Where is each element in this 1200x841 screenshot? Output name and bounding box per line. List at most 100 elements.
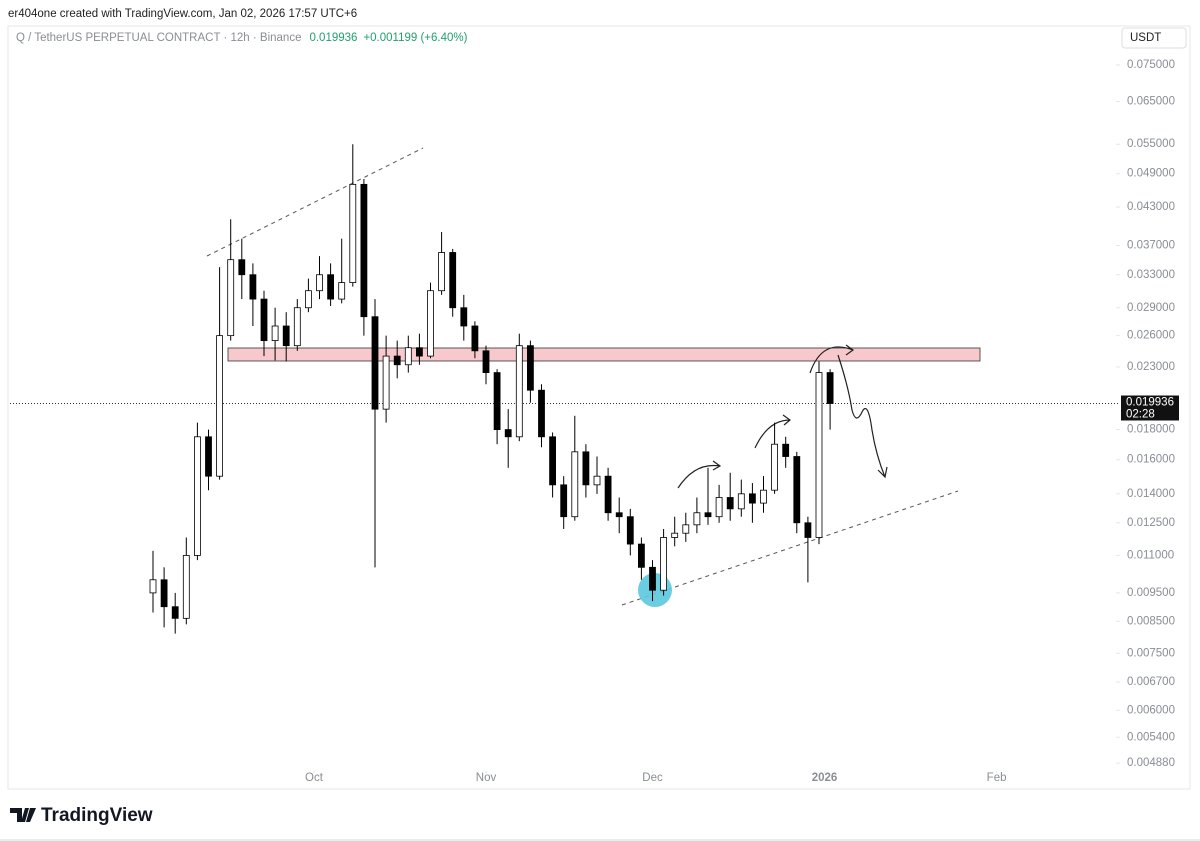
candle-body [304, 290, 312, 309]
candle-body [260, 298, 268, 342]
y-tick-label: 0.004880 [1127, 757, 1175, 769]
candle-body [737, 493, 745, 510]
candle-body [438, 252, 446, 292]
candle-body [249, 274, 257, 300]
candle-body [449, 252, 457, 309]
y-tick-label: 0.023000 [1127, 361, 1175, 373]
candle-body [382, 355, 390, 410]
candle-body [693, 512, 701, 526]
candle-body [527, 345, 534, 391]
candle-body [282, 325, 290, 347]
candle-body [582, 451, 590, 486]
resistance-zone [227, 347, 981, 362]
candle-body [271, 325, 279, 342]
arrow [677, 460, 722, 489]
y-tick-label: 0.006700 [1127, 676, 1175, 688]
candle-body [460, 307, 468, 327]
countdown: 02:28 [1126, 409, 1155, 421]
y-tick-label: 0.016000 [1127, 454, 1175, 466]
candle-body [327, 274, 335, 300]
y-tick-label: 0.018000 [1127, 424, 1175, 436]
candle-body [149, 579, 157, 594]
candle-body [538, 389, 545, 438]
y-tick-label: 0.008500 [1127, 615, 1175, 627]
candle-body [160, 579, 168, 608]
candles [149, 144, 834, 634]
candle-body [493, 372, 501, 430]
candle-body [338, 282, 346, 300]
y-tick-label: 0.012500 [1127, 517, 1175, 529]
candle-body [515, 345, 523, 438]
drawings [206, 147, 981, 607]
last-price-label: 0.019936 [1126, 397, 1174, 409]
candle-body [182, 555, 190, 619]
candle-body [771, 443, 778, 491]
y-tick-label: 0.009500 [1127, 587, 1175, 599]
candle-body [615, 512, 623, 518]
arrow [754, 414, 791, 449]
candle-body [549, 436, 556, 486]
y-tick-label: 0.011000 [1127, 549, 1174, 561]
y-tick-label: 0.033000 [1127, 269, 1175, 281]
candle-body [415, 347, 423, 357]
candle-body [504, 429, 512, 438]
candle-body [715, 497, 723, 518]
candle-body [793, 456, 801, 524]
candle-body [660, 537, 667, 591]
candle-body [749, 493, 756, 504]
y-tick-label: 0.006000 [1127, 704, 1175, 716]
y-tick-label: 0.049000 [1127, 168, 1175, 180]
x-tick-label: 2026 [812, 772, 838, 784]
candle-body [815, 372, 823, 538]
logo-mark [10, 808, 36, 822]
candle-body [638, 543, 645, 568]
candle-body [316, 274, 323, 292]
arrow [809, 344, 855, 374]
x-tick-label: Oct [305, 772, 324, 784]
symbol: Q / TetherUS PERPETUAL CONTRACT · 12h · … [16, 32, 301, 44]
candle-body [482, 350, 490, 373]
candle-body [205, 436, 212, 477]
candle-body [760, 489, 767, 504]
trend-line [621, 490, 959, 606]
y-tick-label: 0.007500 [1127, 647, 1175, 659]
candle-body [649, 566, 656, 591]
currency-box[interactable] [1121, 27, 1187, 49]
candle-body [804, 522, 812, 538]
candle-body [826, 372, 834, 404]
candle-body [216, 335, 224, 477]
candle-body [293, 307, 301, 347]
candle-body [726, 497, 734, 510]
chart-frame [7, 25, 1191, 790]
y-tick-label: 0.075000 [1127, 59, 1175, 71]
y-tick-label: 0.005400 [1127, 731, 1175, 743]
x-tick-label: Nov [476, 772, 497, 784]
candle-body [238, 259, 246, 276]
candle-body [171, 606, 179, 619]
header-price: 0.019936 [309, 32, 357, 44]
currency[interactable]: USDT [1130, 32, 1161, 44]
candle-body [227, 259, 235, 337]
candle-body [604, 475, 612, 514]
candle-body [371, 316, 379, 410]
candle-body [626, 516, 634, 545]
y-tick-label: 0.065000 [1127, 96, 1175, 108]
last-price-badge [1121, 395, 1179, 421]
y-tick-label: 0.026000 [1127, 330, 1175, 342]
x-tick-label: Dec [642, 772, 663, 784]
candle-body [393, 355, 401, 366]
candle-body [704, 512, 712, 518]
candle-body [360, 183, 368, 318]
y-tick-label: 0.043000 [1127, 201, 1175, 213]
candle-body [682, 524, 690, 534]
candle-body [193, 436, 201, 556]
x-tick-label: Feb [987, 772, 1007, 784]
attribution: er404one created with TradingView.com, J… [8, 8, 357, 20]
trend-line [206, 147, 424, 257]
candle-body [349, 183, 357, 283]
candle-body [571, 451, 579, 518]
candle-body [782, 443, 790, 457]
header-change: +0.001199 (+6.40%) [363, 32, 467, 44]
y-tick-label: 0.037000 [1127, 240, 1175, 252]
